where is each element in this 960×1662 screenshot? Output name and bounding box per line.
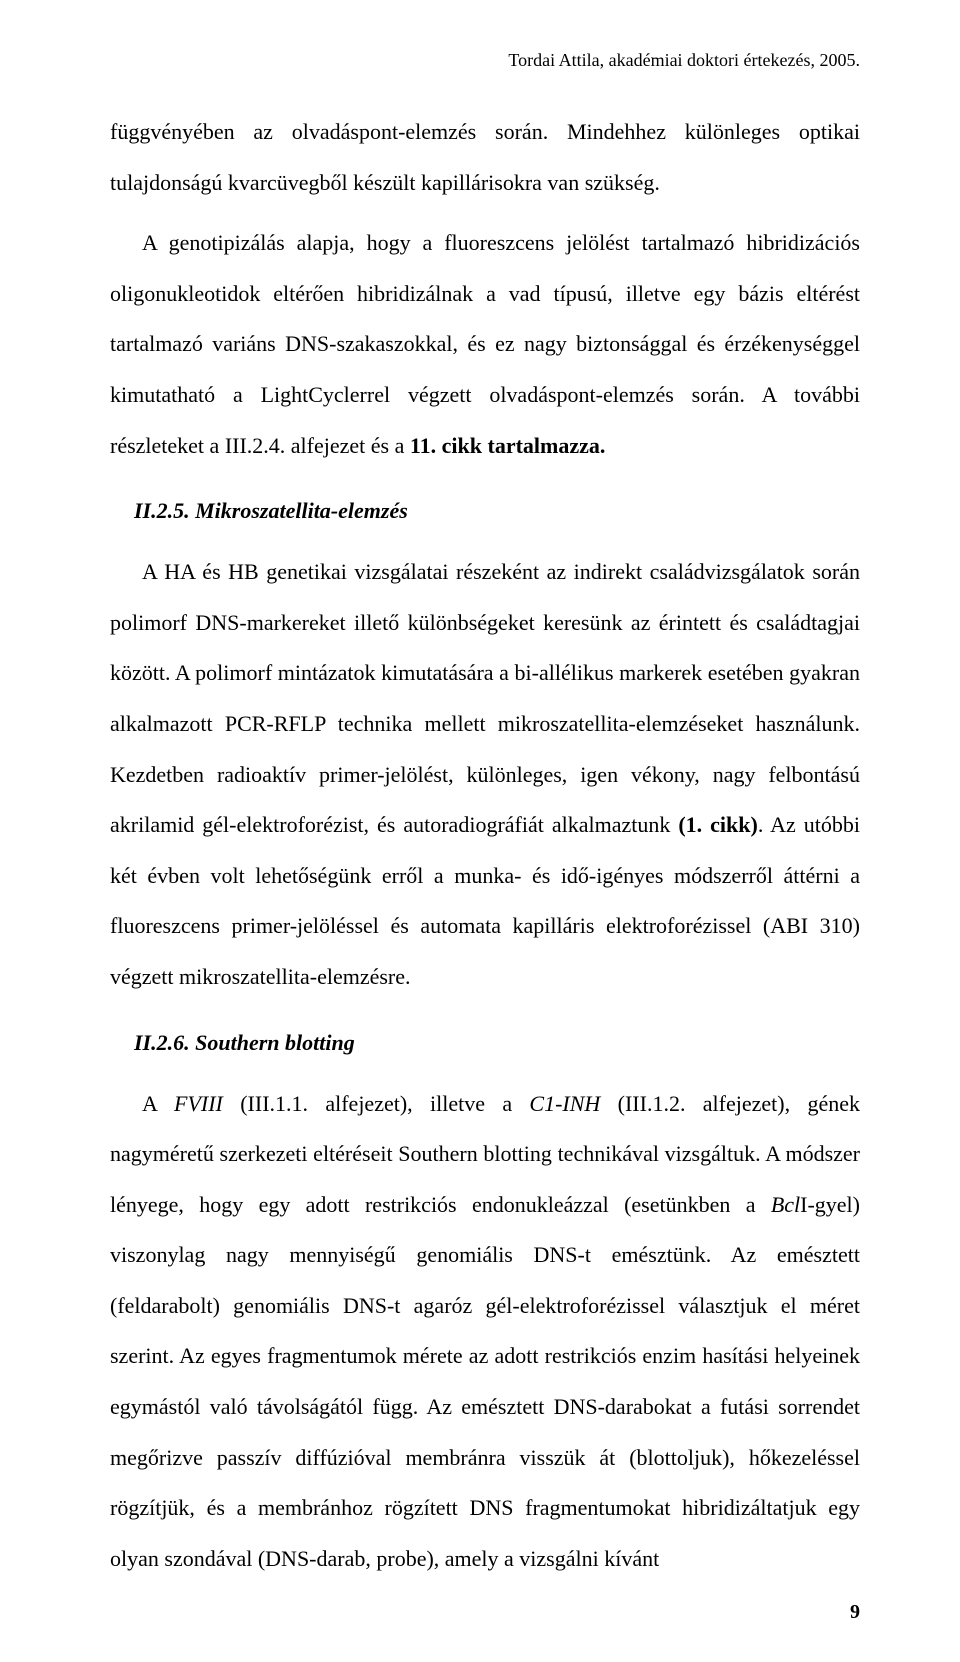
text: A genotipizálás alapja, hogy a fluoreszc… <box>110 230 860 457</box>
page-number: 9 <box>850 1601 860 1624</box>
italic-enzyme: Bcl <box>771 1192 800 1217</box>
section-heading-2: II.2.6. Southern blotting <box>134 1021 860 1065</box>
text: . Az utóbbi két évben volt lehetőségünk … <box>110 812 860 989</box>
paragraph-1: függvényében az olvadáspont-elemzés sorá… <box>110 107 860 208</box>
bold-ref: 11. cikk tartalmazza. <box>410 433 606 458</box>
text: függvényében az olvadáspont-elemzés sorá… <box>110 119 860 195</box>
section-heading-1: II.2.5. Mikroszatellita-elemzés <box>134 489 860 533</box>
paragraph-2: A genotipizálás alapja, hogy a fluoreszc… <box>110 218 860 471</box>
text: A HA és HB genetikai vizsgálatai részeké… <box>110 559 860 837</box>
running-head: Tordai Attila, akadémiai doktori értekez… <box>110 50 860 71</box>
text: (III.1.1. alfejezet), illetve a <box>223 1091 530 1116</box>
paragraph-4: A FVIII (III.1.1. alfejezet), illetve a … <box>110 1079 860 1585</box>
paragraph-3: A HA és HB genetikai vizsgálatai részeké… <box>110 547 860 1002</box>
text: I-gyel) viszonylag nagy mennyiségű genom… <box>110 1192 860 1571</box>
body-text: függvényében az olvadáspont-elemzés sorá… <box>110 107 860 1584</box>
text: A <box>142 1091 174 1116</box>
bold-ref: (1. cikk) <box>678 812 758 837</box>
page-container: Tordai Attila, akadémiai doktori értekez… <box>0 0 960 1662</box>
italic-gene: C1-INH <box>529 1091 600 1116</box>
italic-gene: FVIII <box>174 1091 223 1116</box>
